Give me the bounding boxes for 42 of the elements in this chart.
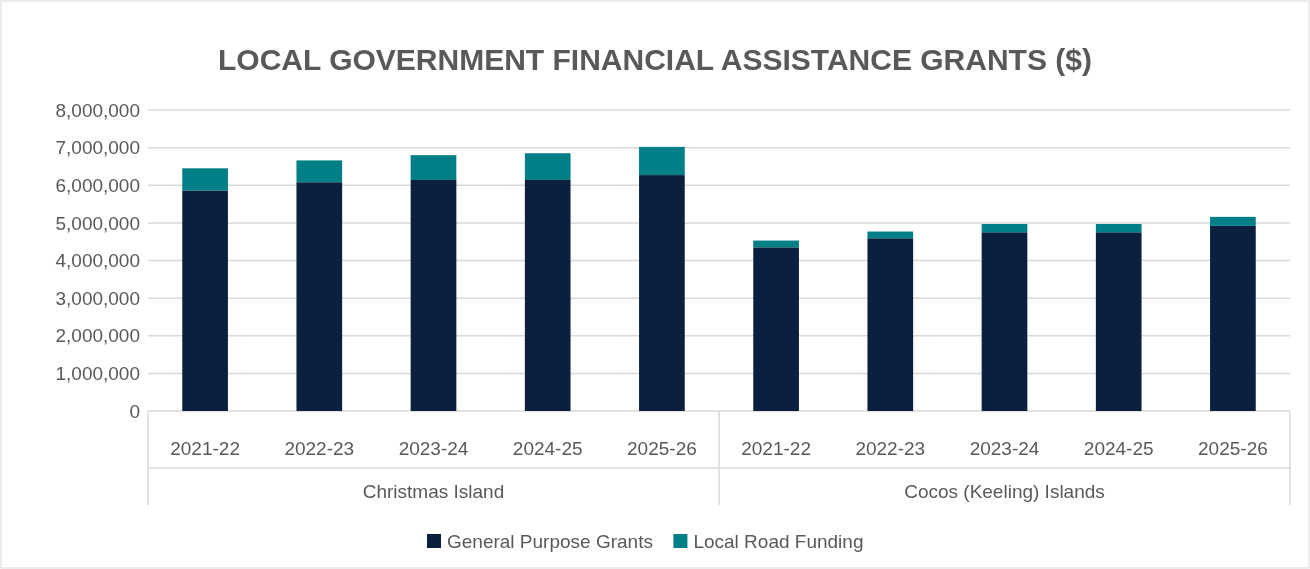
y-tick-label: 0 — [129, 400, 140, 422]
legend-label: Local Road Funding — [693, 530, 864, 552]
x-tick-label: 2024-25 — [1083, 437, 1154, 459]
x-tick-label: 2023-24 — [398, 437, 469, 459]
bar — [639, 146, 685, 176]
x-tick-label: 2022-23 — [284, 437, 355, 459]
bar — [981, 232, 1028, 411]
bar — [1095, 224, 1142, 233]
bar — [296, 182, 343, 411]
bar — [296, 160, 343, 183]
text: Cocos (Keeling) Islands — [904, 480, 1105, 502]
bar — [1210, 225, 1256, 411]
y-tick-label: 5,000,000 — [55, 212, 140, 234]
x-tick-label: 2025-26 — [627, 437, 697, 459]
y-tick-label: 6,000,000 — [55, 174, 140, 196]
bar — [524, 179, 571, 411]
legend-label: General Purpose Grants — [447, 530, 653, 552]
bar — [753, 247, 799, 411]
bar — [410, 155, 457, 180]
x-tick-label: 2024-25 — [512, 437, 583, 459]
y-tick-label: 3,000,000 — [55, 287, 140, 309]
y-tick-label: 2,000,000 — [55, 325, 140, 347]
bar — [182, 168, 228, 191]
bar — [639, 175, 685, 411]
chart-title: LOCAL GOVERNMENT FINANCIAL ASSISTANCE GRANTS ($) — [218, 43, 1092, 76]
bar — [1210, 216, 1256, 226]
y-tick-label: 1,000,000 — [55, 363, 140, 385]
bar — [981, 224, 1028, 233]
y-tick-label: 4,000,000 — [55, 250, 140, 272]
y-tick-label: 7,000,000 — [55, 137, 140, 159]
x-tick-label: 2025-26 — [1198, 437, 1268, 459]
bar — [410, 179, 457, 411]
bar — [182, 190, 228, 411]
x-tick-label: 2021-22 — [170, 437, 240, 459]
x-tick-label: 2022-23 — [855, 437, 926, 459]
x-tick-label: 2021-22 — [741, 437, 811, 459]
text: Christmas Island — [362, 480, 505, 502]
bar — [524, 153, 571, 180]
bar — [867, 238, 914, 411]
bar — [1095, 232, 1142, 411]
x-tick-label: 2023-24 — [969, 437, 1040, 459]
y-tick-label: 8,000,000 — [55, 99, 140, 121]
